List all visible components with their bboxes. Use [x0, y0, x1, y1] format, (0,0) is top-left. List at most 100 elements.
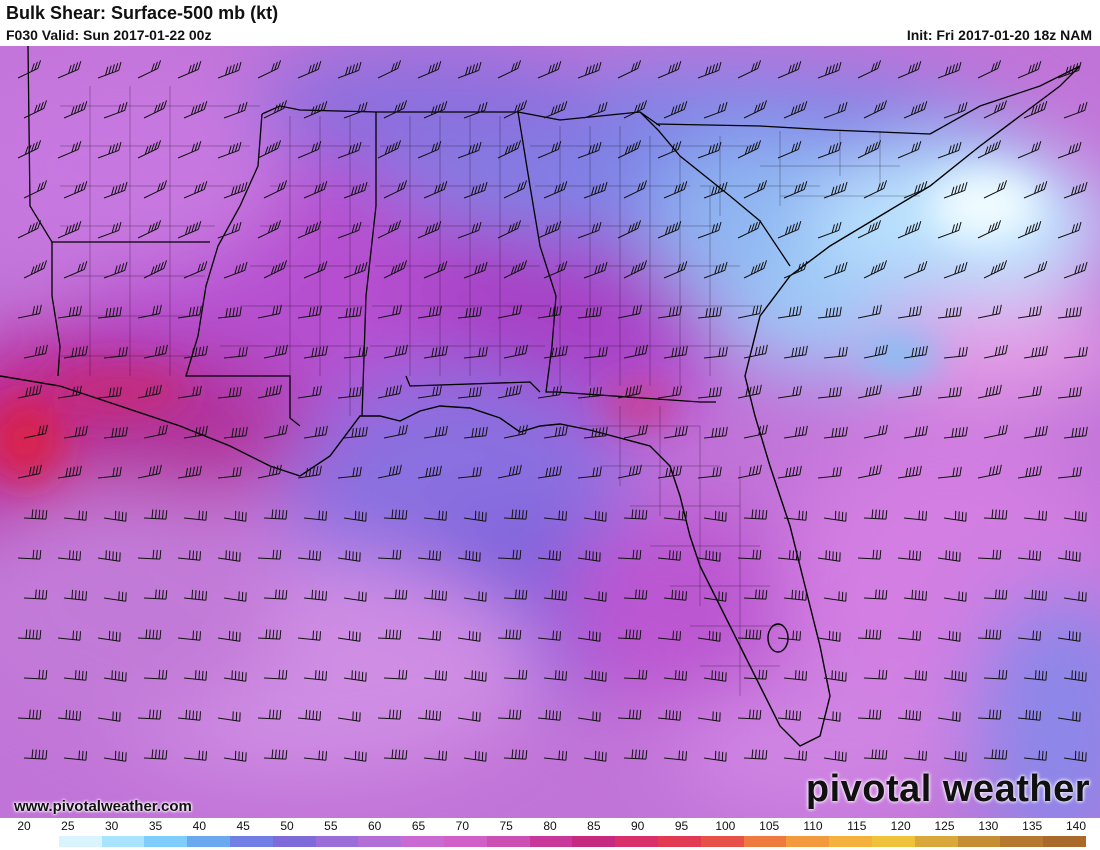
wind-barb-icon [463, 750, 487, 762]
wind-barb-icon [537, 709, 561, 721]
wind-barb-icon [583, 510, 607, 522]
wind-barb-icon [617, 304, 642, 319]
wind-barb-icon [297, 465, 322, 479]
wind-barb-icon [457, 466, 482, 479]
wind-barb-icon [337, 466, 362, 479]
wind-barb-icon [863, 180, 888, 199]
wind-barb-icon [303, 670, 327, 681]
wind-barb-icon [257, 220, 282, 239]
wind-barb-icon [617, 629, 642, 640]
wind-barb-icon [623, 424, 648, 439]
wind-barb-icon [697, 630, 721, 642]
wind-barb-icon [737, 464, 762, 479]
wind-barb-icon [937, 386, 962, 399]
wind-barb-icon [137, 549, 162, 560]
wind-barb-icon [417, 385, 442, 399]
wind-barb-icon [903, 345, 928, 359]
legend-color-swatch [743, 836, 787, 847]
wind-barb-icon [537, 465, 562, 479]
wind-barb-icon [183, 180, 208, 199]
wind-barb-icon [943, 426, 968, 439]
wind-barb-icon [377, 549, 402, 560]
wind-barb-icon [263, 260, 288, 279]
wind-barb-icon [383, 424, 408, 439]
wind-barb-icon [417, 140, 442, 159]
wind-barb-icon [823, 101, 848, 119]
wind-barb-icon [983, 260, 1008, 279]
wind-barb-icon [103, 426, 128, 439]
wind-barb-icon [1063, 346, 1088, 359]
wind-barb-icon [137, 220, 162, 239]
wind-barb-icon [863, 424, 888, 439]
wind-barb-icon [343, 181, 368, 199]
wind-barb-icon [943, 591, 967, 602]
legend-tick-label: 35 [148, 819, 163, 833]
wind-barb-icon [177, 305, 202, 319]
wind-barb-icon [503, 100, 528, 119]
shear-shading [0, 46, 1100, 818]
wind-barb-icon [937, 711, 961, 722]
website-label: www.pivotalweather.com [14, 798, 192, 815]
wind-barb-icon [457, 221, 482, 239]
legend-tick-label: 70 [455, 819, 470, 833]
wind-barb-icon [857, 384, 882, 399]
wind-barb-icon [337, 141, 362, 159]
wind-barb-icon [863, 509, 888, 520]
wind-barb-icon [663, 425, 688, 439]
wind-barb-icon [537, 385, 562, 399]
wind-barb-icon [737, 549, 762, 560]
wind-barb-icon [903, 425, 928, 439]
wind-barb-icon [897, 60, 922, 79]
wind-barb-icon [583, 426, 608, 439]
wind-barb-icon [303, 510, 327, 521]
wind-barb-icon [143, 344, 168, 359]
wind-barb-icon [17, 709, 42, 720]
wind-barb-icon [137, 629, 162, 640]
legend-color-swatch [957, 836, 1001, 847]
wind-barb-icon [303, 589, 327, 601]
legend-color-swatch [914, 836, 958, 847]
wind-barb-icon [257, 60, 282, 79]
wind-barb-icon [983, 424, 1008, 439]
wind-barb-icon [823, 670, 847, 682]
wind-barb-icon [777, 220, 802, 239]
wind-barb-icon [257, 140, 282, 159]
wind-barb-icon [463, 101, 488, 119]
wind-barb-icon [463, 510, 487, 522]
wind-barb-icon [143, 669, 168, 680]
wind-barb-icon [783, 589, 807, 601]
legend-tick-label: 115 [847, 819, 867, 833]
wind-barb-icon [1023, 100, 1048, 119]
wind-barb-icon [97, 306, 122, 319]
legend-color-swatch [786, 836, 830, 847]
wind-barb-icon [937, 306, 962, 319]
wind-barb-icon [857, 629, 882, 640]
wind-barb-icon [943, 346, 968, 359]
wind-barb-icon [537, 630, 561, 641]
wind-barb-icon [697, 141, 722, 159]
wind-barb-icon [657, 465, 682, 479]
wind-barb-icon [377, 464, 402, 479]
wind-barb-icon [1057, 306, 1082, 319]
wind-barb-icon [983, 180, 1008, 199]
wind-barb-icon [583, 261, 608, 279]
wind-barb-icon [503, 424, 528, 439]
color-legend: 20 25 30 35 40 45 50 55 60 65 70 75 80 85 90 95 100 105 11… [0, 818, 1100, 850]
legend-colorbar [16, 836, 1086, 847]
wind-barb-icon [543, 100, 568, 119]
wind-barb-icon [537, 140, 562, 159]
wind-barb-icon [223, 101, 248, 119]
wind-barb-icon [817, 306, 842, 319]
wind-barb-icon [263, 509, 288, 520]
wind-barb-icon [1023, 260, 1048, 279]
wind-barb-icon [497, 60, 522, 79]
legend-color-swatch [401, 836, 444, 847]
wind-barb-icon [823, 261, 848, 279]
wind-barb-icon [57, 385, 82, 399]
wind-barb-icon [217, 306, 242, 319]
legend-tick-label: 95 [674, 819, 689, 833]
wind-barb-icon [377, 304, 402, 319]
wind-barb-icon [1057, 221, 1082, 239]
wind-barb-icon [537, 60, 562, 79]
wind-barb-icon [497, 140, 522, 159]
